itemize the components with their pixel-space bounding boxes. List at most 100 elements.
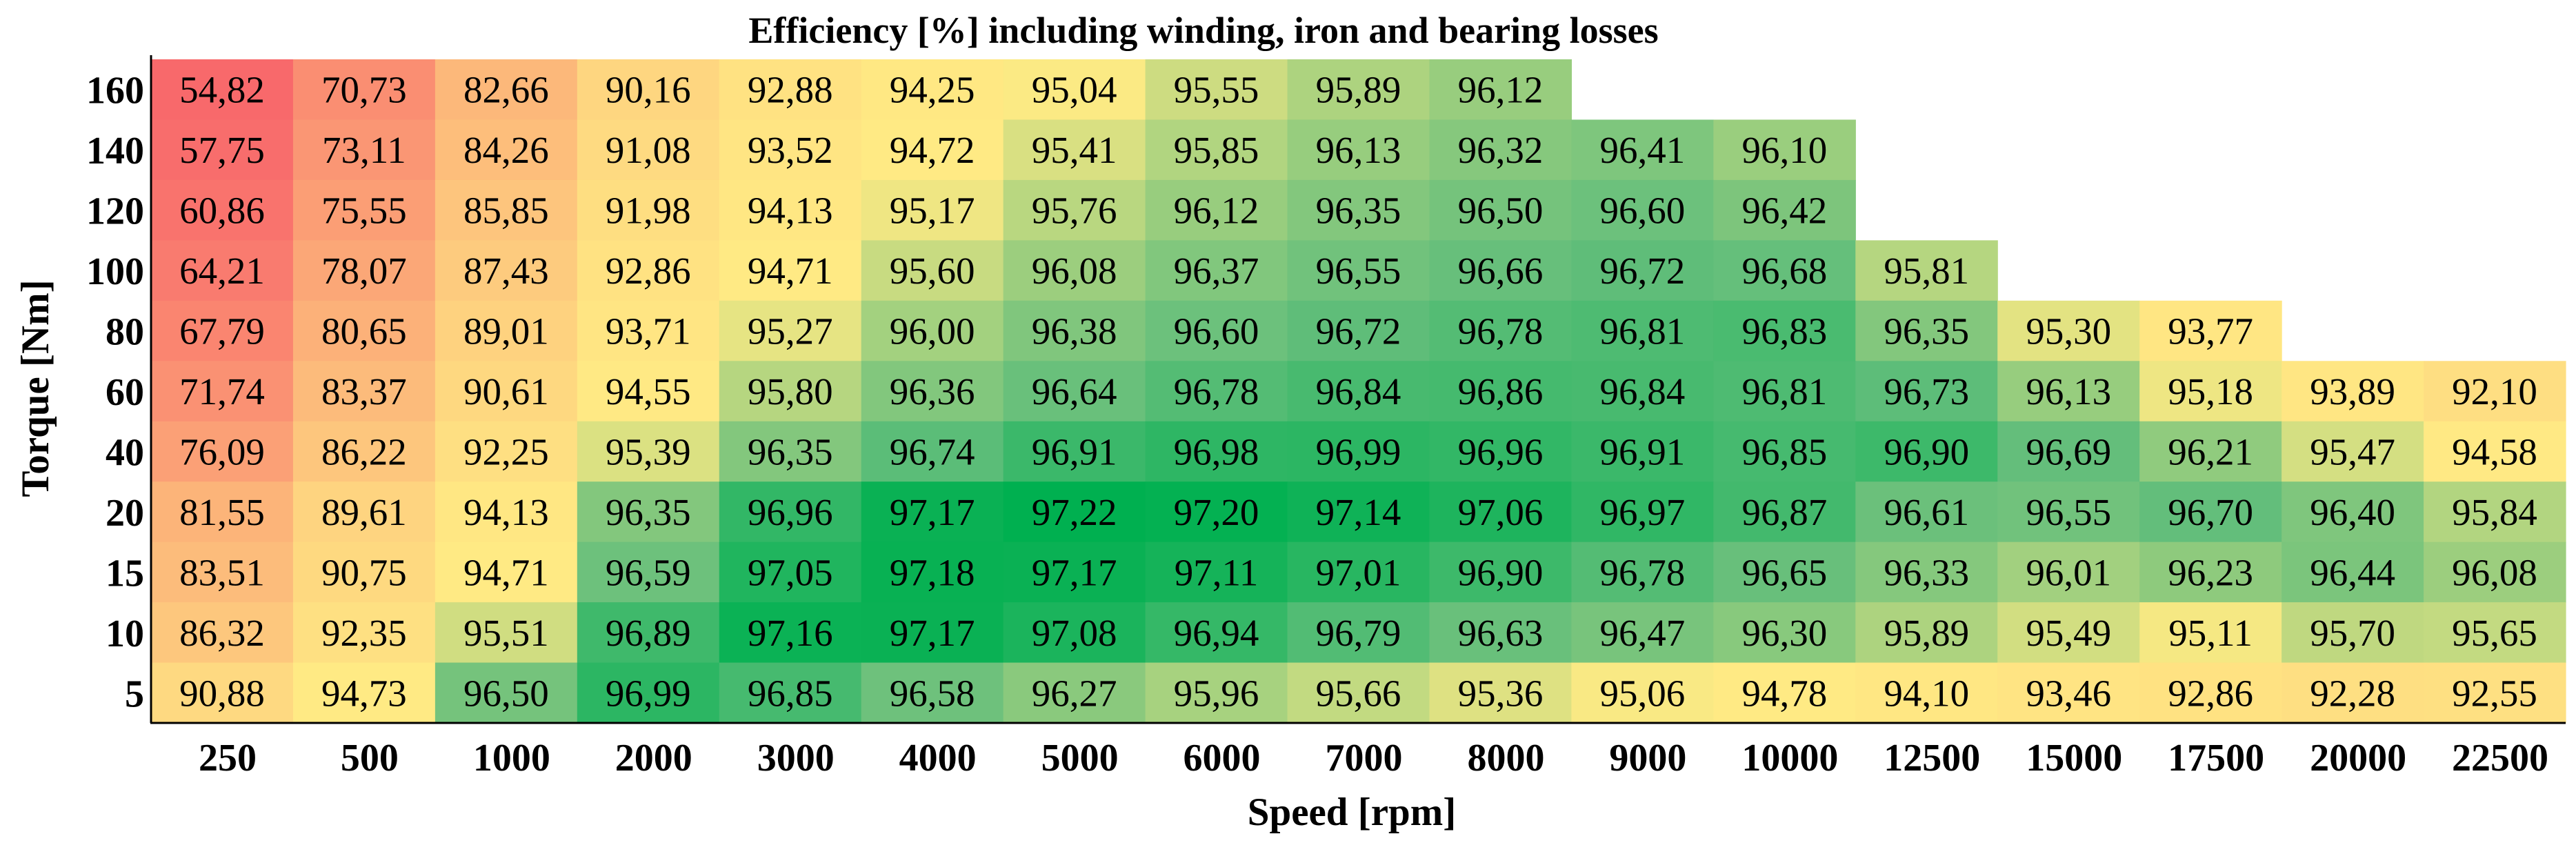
heatmap-cell <box>1003 179 1146 241</box>
cell-value-label: 96,12 <box>1458 69 1544 111</box>
heatmap-cell <box>1855 240 1998 301</box>
x-tick-label: 9000 <box>1609 737 1686 779</box>
heatmap-cell <box>292 481 436 543</box>
heatmap-cell <box>1429 59 1572 121</box>
heatmap-cell <box>1713 481 1856 543</box>
heatmap-cell <box>1145 662 1288 724</box>
heatmap-cell <box>292 361 436 422</box>
y-tick-label: 40 <box>106 431 144 474</box>
heatmap-cell <box>151 602 294 664</box>
cell-value-label: 96,99 <box>1316 430 1401 473</box>
heatmap-cell <box>719 421 862 482</box>
heatmap-cell <box>435 481 578 543</box>
cell-value-label: 95,04 <box>1032 69 1117 111</box>
cell-value-label: 89,01 <box>463 310 549 352</box>
heatmap-cell <box>577 119 720 181</box>
cell-value-label: 95,41 <box>1032 129 1117 171</box>
cell-value-label: 96,61 <box>1884 491 1969 533</box>
cell-value-label: 95,18 <box>2168 370 2253 413</box>
y-tick-label: 80 <box>106 311 144 354</box>
heatmap-cell <box>435 59 578 121</box>
heatmap-cells: 54,82 70,73 82,66 90,16 92,88 94,25 95,04 95,55… <box>151 59 2566 724</box>
cell-value-label: 96,60 <box>1174 310 1259 352</box>
cell-value-label: 96,78 <box>1458 310 1544 352</box>
cell-value-label: 96,99 <box>606 672 691 714</box>
cell-value-label: 92,28 <box>2310 672 2395 714</box>
cell-value-label: 78,07 <box>321 250 407 292</box>
cell-value-label: 96,96 <box>748 491 833 533</box>
cell-value-label: 96,27 <box>1032 672 1117 714</box>
heatmap-cell <box>1145 300 1288 361</box>
heatmap-cell <box>1145 179 1288 241</box>
cell-value-label: 97,08 <box>1032 612 1117 654</box>
cell-value-label: 95,60 <box>890 250 975 292</box>
heatmap-cell <box>2282 481 2424 543</box>
heatmap-cell <box>1997 421 2140 482</box>
heatmap-cell <box>151 179 294 241</box>
cell-value-label: 92,88 <box>748 69 833 111</box>
x-tick-label: 250 <box>199 737 257 779</box>
cell-value-label: 92,25 <box>463 430 549 473</box>
heatmap-cell <box>151 119 294 181</box>
cell-value-label: 96,08 <box>1032 250 1117 292</box>
heatmap-cell <box>1287 119 1430 181</box>
cell-value-label: 85,85 <box>463 190 549 232</box>
cell-value-label: 96,38 <box>1032 310 1117 352</box>
heatmap-cell <box>1855 300 1998 361</box>
heatmap-cell <box>1003 602 1146 664</box>
cell-value-label: 92,86 <box>2168 672 2253 714</box>
x-tick-label: 3000 <box>757 737 835 779</box>
heatmap-cell <box>861 300 1004 361</box>
cell-value-label: 95,80 <box>748 370 833 413</box>
heatmap-cell <box>1145 361 1288 422</box>
cell-value-label: 96,10 <box>1741 129 1827 171</box>
cell-value-label: 96,35 <box>1316 190 1401 232</box>
heatmap-cell <box>1429 240 1572 301</box>
cell-value-label: 70,73 <box>321 69 407 111</box>
cell-value-label: 95,81 <box>1884 250 1969 292</box>
cell-value-label: 96,50 <box>1458 190 1544 232</box>
cell-value-label: 95,36 <box>1458 672 1544 714</box>
heatmap-cell <box>2282 602 2424 664</box>
cell-value-label: 86,22 <box>321 430 407 473</box>
heatmap-cell <box>1997 662 2140 724</box>
cell-value-label: 75,55 <box>321 190 407 232</box>
heatmap-cell <box>435 361 578 422</box>
heatmap-cell <box>151 542 294 603</box>
y-tick-label: 15 <box>106 552 144 595</box>
heatmap-cell <box>861 59 1004 121</box>
heatmap-cell <box>1571 542 1714 603</box>
heatmap-cell <box>435 240 578 301</box>
cell-value-label: 94,71 <box>463 551 549 593</box>
heatmap-cell <box>292 119 436 181</box>
cell-value-label: 89,61 <box>321 491 407 533</box>
heatmap-cell <box>861 119 1004 181</box>
cell-value-label: 60,86 <box>179 190 265 232</box>
cell-value-label: 96,35 <box>1884 310 1969 352</box>
heatmap-cell <box>719 361 862 422</box>
cell-value-label: 87,43 <box>463 250 549 292</box>
cell-value-label: 96,35 <box>606 491 691 533</box>
cell-value-label: 96,97 <box>1600 491 1686 533</box>
cell-value-label: 96,81 <box>1741 370 1827 413</box>
cell-value-label: 94,78 <box>1741 672 1827 714</box>
y-axis-title: Torque [Nm] <box>14 279 57 497</box>
cell-value-label: 57,75 <box>179 129 265 171</box>
heatmap-cell <box>861 542 1004 603</box>
heatmap-cell <box>435 300 578 361</box>
cell-value-label: 96,91 <box>1600 430 1686 473</box>
heatmap-cell <box>292 542 436 603</box>
heatmap-cell <box>861 179 1004 241</box>
heatmap-cell <box>1713 602 1856 664</box>
cell-value-label: 95,11 <box>2168 612 2253 654</box>
heatmap-cell <box>435 179 578 241</box>
x-tick-label: 500 <box>341 737 399 779</box>
x-axis-ticks: 250 500 1000 2000 3000 4000 5000 6000 7000 8000 90… <box>199 737 2548 779</box>
cell-value-label: 96,59 <box>606 551 691 593</box>
cell-value-label: 96,37 <box>1174 250 1259 292</box>
cell-value-label: 83,51 <box>179 551 265 593</box>
heatmap-cell <box>1855 361 1998 422</box>
cell-value-label: 95,55 <box>1174 69 1259 111</box>
heatmap-cell <box>1429 300 1572 361</box>
cell-value-label: 92,10 <box>2452 370 2537 413</box>
